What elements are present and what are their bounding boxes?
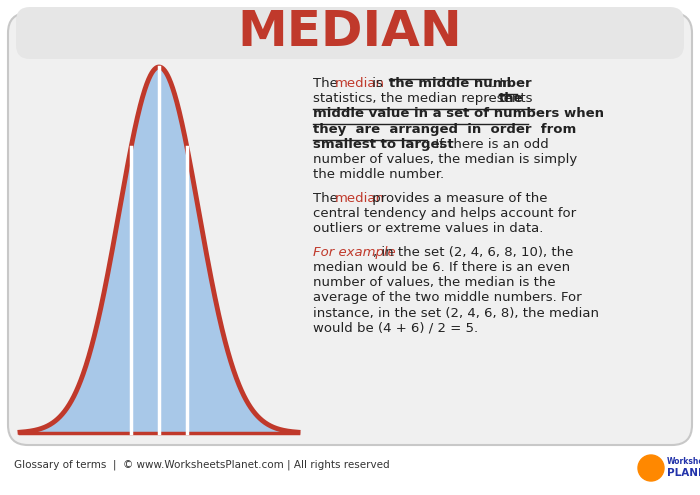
Text: . In: . In	[491, 77, 512, 90]
Polygon shape	[20, 67, 298, 433]
Text: median would be 6. If there is an even: median would be 6. If there is an even	[313, 261, 570, 274]
Text: number of values, the median is simply: number of values, the median is simply	[313, 153, 578, 166]
Text: The: The	[313, 77, 342, 90]
FancyBboxPatch shape	[16, 7, 684, 59]
Text: , in the set (2, 4, 6, 8, 10), the: , in the set (2, 4, 6, 8, 10), the	[373, 246, 573, 259]
Text: the: the	[498, 92, 524, 105]
Text: The: The	[313, 192, 342, 205]
Text: number of values, the median is the: number of values, the median is the	[313, 276, 556, 289]
Text: smallest to largest: smallest to largest	[313, 138, 454, 151]
Text: instance, in the set (2, 4, 6, 8), the median: instance, in the set (2, 4, 6, 8), the m…	[313, 306, 599, 319]
Circle shape	[638, 455, 664, 481]
Text: would be (4 + 6) / 2 = 5.: would be (4 + 6) / 2 = 5.	[313, 322, 478, 335]
Text: Worksheets: Worksheets	[667, 457, 700, 466]
Text: is: is	[368, 77, 386, 90]
Text: the middle number.: the middle number.	[313, 168, 444, 181]
Text: . If there is an odd: . If there is an odd	[427, 138, 549, 151]
Text: central tendency and helps account for: central tendency and helps account for	[313, 207, 576, 220]
FancyBboxPatch shape	[8, 13, 692, 445]
Text: Glossary of terms  |  © www.WorksheetsPlanet.com | All rights reserved: Glossary of terms | © www.WorksheetsPlan…	[14, 460, 390, 470]
Text: average of the two middle numbers. For: average of the two middle numbers. For	[313, 292, 582, 304]
Text: For example: For example	[313, 246, 396, 259]
Text: median: median	[335, 192, 385, 205]
Text: middle value in a set of numbers when: middle value in a set of numbers when	[313, 107, 604, 120]
Text: median: median	[335, 77, 385, 90]
Text: the middle number: the middle number	[389, 77, 532, 90]
Text: statistics, the median represents: statistics, the median represents	[313, 92, 537, 105]
Text: provides a measure of the: provides a measure of the	[368, 192, 547, 205]
Text: PLANET: PLANET	[667, 468, 700, 478]
Text: MEDIAN: MEDIAN	[237, 8, 463, 56]
Text: outliers or extreme values in data.: outliers or extreme values in data.	[313, 222, 543, 235]
Text: they  are  arranged  in  order  from: they are arranged in order from	[313, 123, 576, 136]
